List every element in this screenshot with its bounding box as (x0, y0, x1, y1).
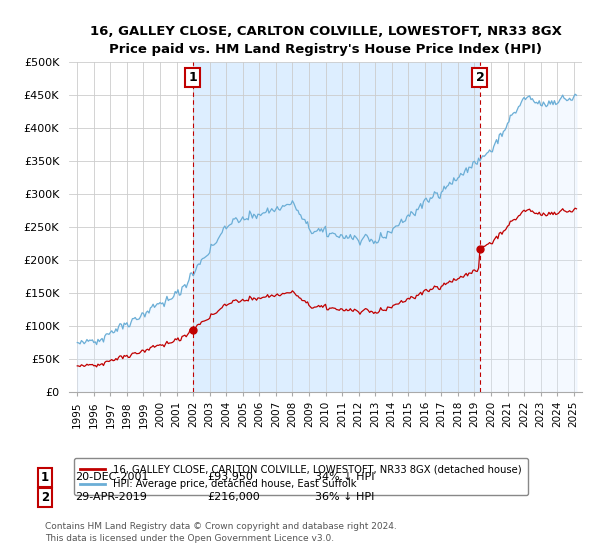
Text: 2: 2 (476, 71, 484, 84)
Text: £216,000: £216,000 (207, 492, 260, 502)
Text: 20-DEC-2001: 20-DEC-2001 (75, 472, 149, 482)
Text: 34% ↓ HPI: 34% ↓ HPI (315, 472, 374, 482)
Text: 29-APR-2019: 29-APR-2019 (75, 492, 147, 502)
Text: 1: 1 (188, 71, 197, 84)
Bar (193, 62, 480, 392)
Text: 36% ↓ HPI: 36% ↓ HPI (315, 492, 374, 502)
Text: 2: 2 (41, 491, 49, 504)
Text: Contains HM Land Registry data © Crown copyright and database right 2024.
This d: Contains HM Land Registry data © Crown c… (45, 522, 397, 543)
Legend: 16, GALLEY CLOSE, CARLTON COLVILLE, LOWESTOFT, NR33 8GX (detached house), HPI: A: 16, GALLEY CLOSE, CARLTON COLVILLE, LOWE… (74, 458, 527, 495)
Title: 16, GALLEY CLOSE, CARLTON COLVILLE, LOWESTOFT, NR33 8GX
Price paid vs. HM Land R: 16, GALLEY CLOSE, CARLTON COLVILLE, LOWE… (89, 25, 562, 56)
Text: £93,950: £93,950 (207, 472, 253, 482)
Text: 1: 1 (41, 470, 49, 484)
